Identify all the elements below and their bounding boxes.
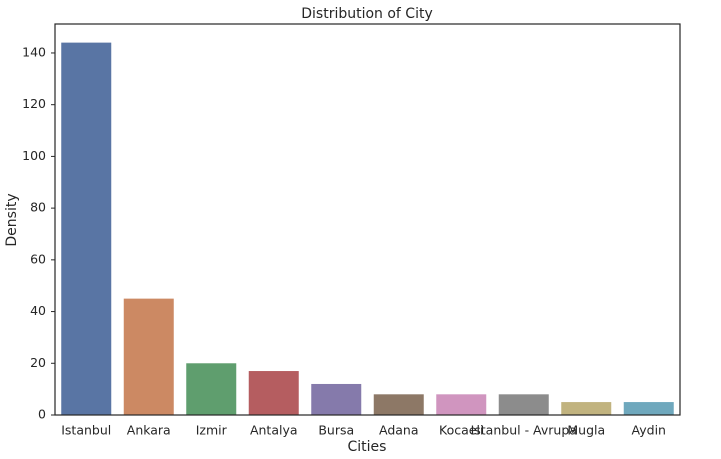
x-axis-label: Cities <box>348 439 387 455</box>
x-tick-label: Antalya <box>250 423 298 438</box>
bar <box>248 371 299 415</box>
y-tick-label: 40 <box>30 303 46 318</box>
x-tick-label: Ankara <box>127 423 171 438</box>
x-tick-label: Izmir <box>196 423 228 438</box>
x-tick-label: Adana <box>379 423 419 438</box>
bar <box>561 402 612 415</box>
y-tick-label: 60 <box>30 251 46 266</box>
x-tick-label: Istanbul - Avrupa <box>471 423 577 438</box>
y-tick-label: 100 <box>22 148 46 163</box>
plot-frame <box>54 23 681 416</box>
bar <box>123 298 174 415</box>
bar <box>311 383 362 415</box>
bar <box>61 42 112 415</box>
y-axis-label: Density <box>4 193 20 246</box>
bar <box>373 394 424 415</box>
y-tick-label: 80 <box>30 200 46 215</box>
x-tick-label: Istanbul <box>61 423 111 438</box>
x-tick-label: Mugla <box>567 423 605 438</box>
x-tick-label: Aydin <box>632 423 666 438</box>
bar <box>498 394 549 415</box>
chart-title: Distribution of City <box>301 6 433 22</box>
bar <box>623 402 674 415</box>
x-tick-label: Bursa <box>318 423 354 438</box>
y-tick-label: 140 <box>22 44 46 59</box>
bar <box>436 394 487 415</box>
y-tick-label: 120 <box>22 96 46 111</box>
y-tick-label: 20 <box>30 355 46 370</box>
x-tick-label: Kocaeli <box>439 423 483 438</box>
bar <box>186 363 237 415</box>
y-tick-label: 0 <box>38 407 46 422</box>
